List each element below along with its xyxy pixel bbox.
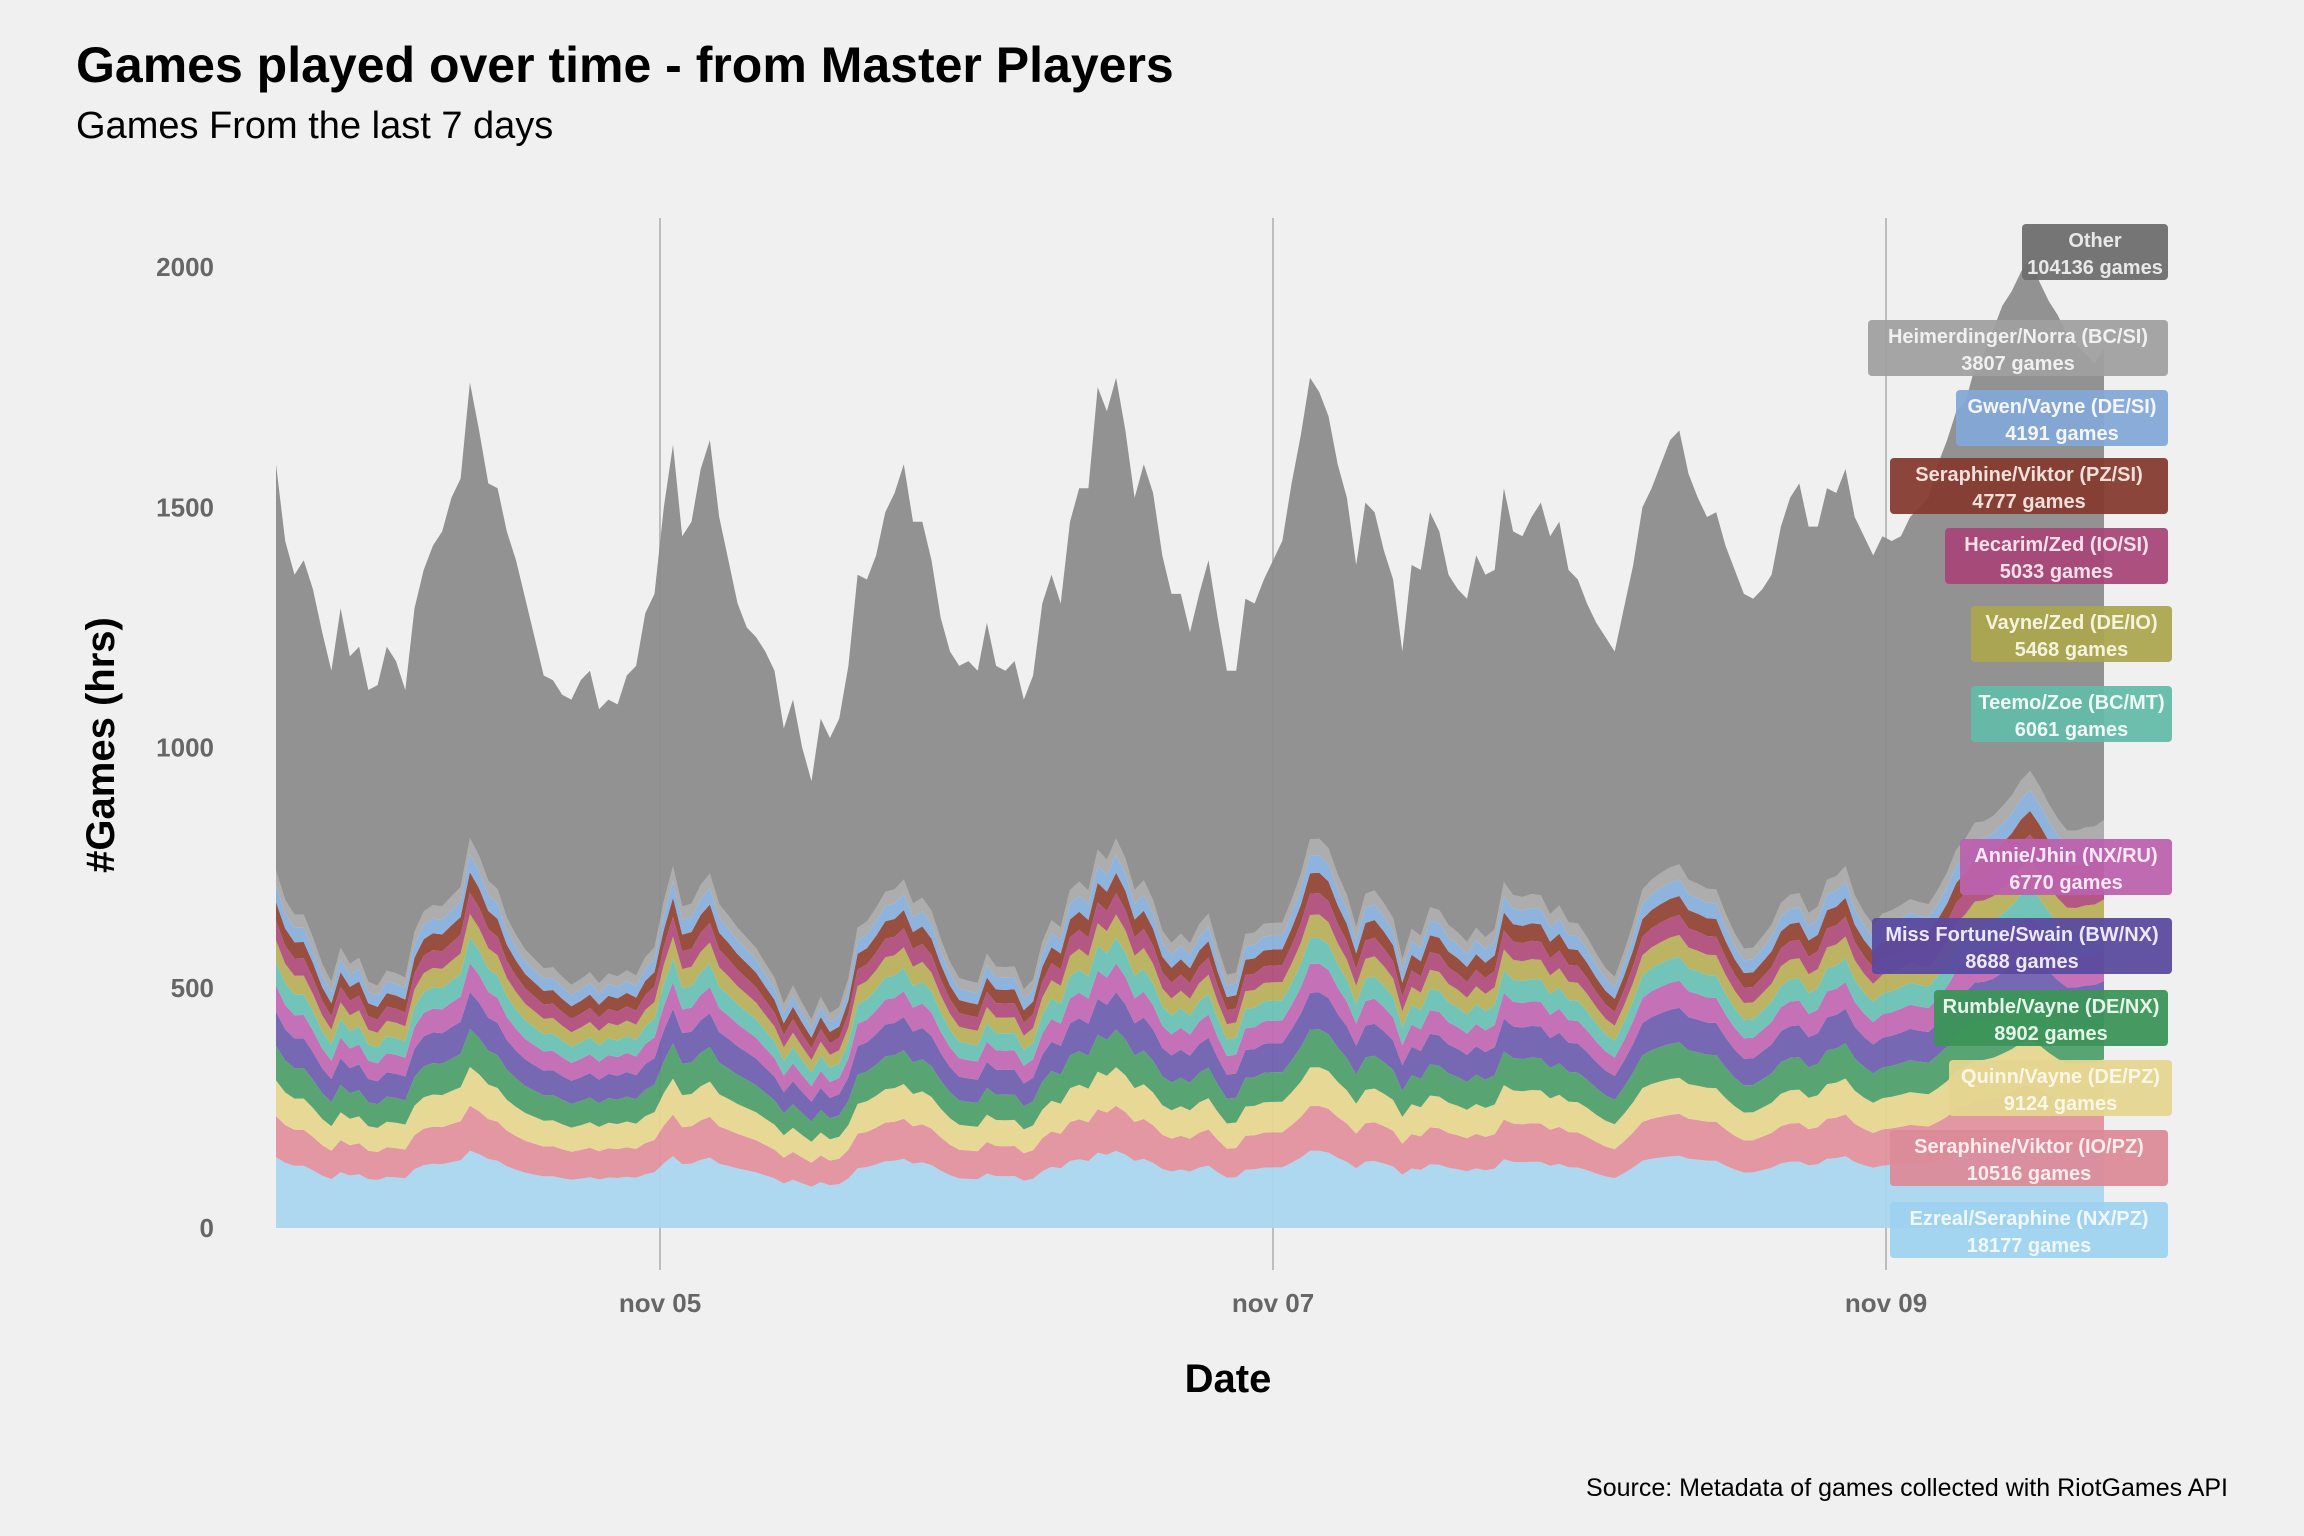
- label-miss-fortune-swain-bw-nx: Miss Fortune/Swain (BW/NX) 8688 games: [1872, 918, 2172, 974]
- area-other: [276, 257, 2104, 1020]
- label-value: 4191 games: [2005, 423, 2118, 445]
- label-other: Other 104136 games: [2022, 224, 2168, 280]
- label-annie-jhin-nx-ru: Annie/Jhin (NX/RU) 6770 games: [1960, 839, 2172, 895]
- x-tick-3: nov 09: [1845, 1288, 1927, 1318]
- label-box: [1890, 1202, 2168, 1258]
- label-box: [1872, 918, 2172, 974]
- label-quinn-vayne-de-pz: Quinn/Vayne (DE/PZ) 9124 games: [1949, 1060, 2172, 1116]
- label-value: 9124 games: [2004, 1093, 2117, 1115]
- label-value: 6061 games: [2015, 719, 2128, 741]
- label-title: Other: [2068, 230, 2122, 252]
- label-value: 5468 games: [2015, 639, 2128, 661]
- y-tick-2000: 2000: [156, 252, 214, 282]
- chart-subtitle: Games From the last 7 days: [76, 105, 553, 147]
- x-tick-1: nov 05: [619, 1288, 701, 1318]
- x-axis-title: Date: [1185, 1357, 1272, 1401]
- y-axis-title: #Games (hrs): [79, 617, 123, 873]
- area-ezreal-seraphine-nx-pz: [276, 1137, 2104, 1228]
- label-box: [1868, 320, 2168, 376]
- label-value: 18177 games: [1967, 1235, 2092, 1257]
- label-box: [1945, 528, 2168, 584]
- label-title: Seraphine/Viktor (IO/PZ): [1914, 1136, 2144, 1158]
- label-title: Seraphine/Viktor (PZ/SI): [1915, 464, 2142, 486]
- label-heimerdinger-norra-bc-si: Heimerdinger/Norra (BC/SI) 3807 games: [1868, 320, 2168, 376]
- label-teemo-zoe-bc-mt: Teemo/Zoe (BC/MT) 6061 games: [1971, 686, 2172, 742]
- area-quinn-vayne-de-pz: [276, 1039, 2104, 1163]
- area-seraphine-viktor-io-pz: [276, 1084, 2104, 1187]
- y-tick-500: 500: [171, 973, 214, 1003]
- label-box: [1890, 458, 2168, 514]
- label-box: [1971, 606, 2172, 662]
- label-ezreal-seraphine-nx-pz: Ezreal/Seraphine (NX/PZ) 18177 games: [1890, 1202, 2168, 1258]
- chart-title: Games played over time - from Master Pla…: [76, 37, 1174, 93]
- label-gwen-vayne-de-si: Gwen/Vayne (DE/SI) 4191 games: [1956, 390, 2168, 446]
- label-value: 4777 games: [1972, 491, 2085, 513]
- label-title: Annie/Jhin (NX/RU): [1974, 845, 2157, 867]
- x-axis-ticks: nov 05 nov 07 nov 09: [619, 1288, 1927, 1318]
- label-value: 3807 games: [1961, 353, 2074, 375]
- label-seraphine-viktor-pz-si: Seraphine/Viktor (PZ/SI) 4777 games: [1890, 458, 2168, 514]
- label-box: [1890, 1130, 2168, 1186]
- y-tick-0: 0: [200, 1213, 214, 1243]
- label-value: 5033 games: [2000, 561, 2113, 583]
- label-seraphine-viktor-io-pz: Seraphine/Viktor (IO/PZ) 10516 games: [1890, 1130, 2168, 1186]
- label-box: [1949, 1060, 2172, 1116]
- series-labels: Other 104136 games Heimerdinger/Norra (BC/…: [1868, 224, 2172, 1258]
- label-box: [1956, 390, 2168, 446]
- label-vayne-zed-de-io: Vayne/Zed (DE/IO) 5468 games: [1971, 606, 2172, 662]
- label-box: [2022, 224, 2168, 280]
- y-axis-ticks: 0 500 1000 1500 2000: [156, 252, 214, 1243]
- chart-caption: Source: Metadata of games collected with…: [1586, 1474, 2228, 1502]
- label-title: Ezreal/Seraphine (NX/PZ): [1910, 1208, 2149, 1230]
- label-value: 8902 games: [1994, 1023, 2107, 1045]
- label-title: Vayne/Zed (DE/IO): [1985, 612, 2157, 634]
- label-title: Miss Fortune/Swain (BW/NX): [1885, 924, 2158, 946]
- label-rumble-vayne-de-nx: Rumble/Vayne (DE/NX) 8902 games: [1934, 990, 2168, 1046]
- label-box: [1971, 686, 2172, 742]
- label-value: 8688 games: [1965, 951, 2078, 973]
- label-title: Gwen/Vayne (DE/SI): [1968, 396, 2157, 418]
- label-title: Rumble/Vayne (DE/NX): [1943, 996, 2160, 1018]
- y-tick-1500: 1500: [156, 492, 214, 522]
- label-value: 10516 games: [1967, 1163, 2092, 1185]
- area-layers: [276, 257, 2104, 1228]
- y-tick-1000: 1000: [156, 733, 214, 763]
- label-title: Teemo/Zoe (BC/MT): [1978, 692, 2164, 714]
- label-hecarim-zed-io-si: Hecarim/Zed (IO/SI) 5033 games: [1945, 528, 2168, 584]
- label-title: Heimerdinger/Norra (BC/SI): [1888, 326, 2148, 348]
- label-value: 104136 games: [2027, 257, 2163, 279]
- label-title: Hecarim/Zed (IO/SI): [1964, 534, 2149, 556]
- label-box: [1960, 839, 2172, 895]
- x-tick-2: nov 07: [1232, 1288, 1314, 1318]
- label-box: [1934, 990, 2168, 1046]
- label-value: 6770 games: [2009, 872, 2122, 894]
- label-title: Quinn/Vayne (DE/PZ): [1961, 1066, 2160, 1088]
